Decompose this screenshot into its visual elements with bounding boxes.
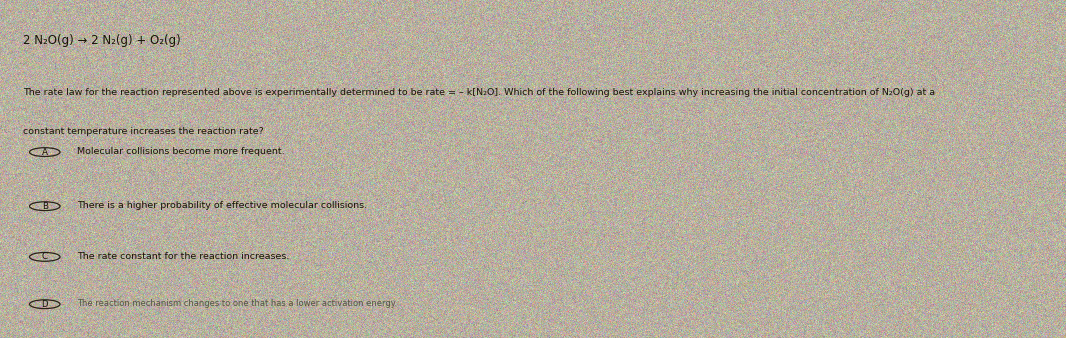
Text: Molecular collisions become more frequent.: Molecular collisions become more frequen… — [77, 147, 285, 156]
Text: The rate constant for the reaction increases.: The rate constant for the reaction incre… — [77, 252, 289, 261]
Text: D: D — [42, 300, 48, 309]
Text: There is a higher probability of effective molecular collisions.: There is a higher probability of effecti… — [77, 201, 367, 210]
Text: A: A — [42, 148, 48, 156]
Text: 2 N₂O(g) → 2 N₂(g) + O₂(g): 2 N₂O(g) → 2 N₂(g) + O₂(g) — [23, 34, 181, 47]
Text: The reaction mechanism changes to one that has a lower activation energy.: The reaction mechanism changes to one th… — [77, 299, 397, 308]
Text: C: C — [42, 252, 48, 261]
Text: B: B — [42, 202, 48, 211]
Text: The rate law for the reaction represented above is experimentally determined to : The rate law for the reaction represente… — [23, 88, 936, 97]
Text: constant temperature increases the reaction rate?: constant temperature increases the react… — [23, 127, 264, 136]
